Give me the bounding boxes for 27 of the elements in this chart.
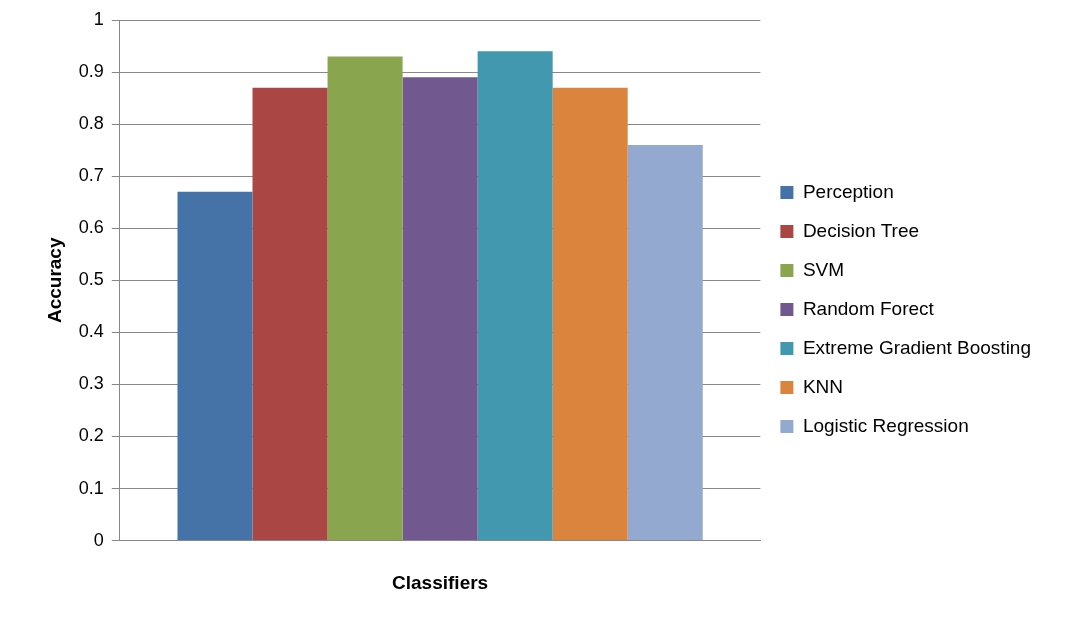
legend-label: Perception [802, 180, 894, 202]
y-tick-label: 0.9 [78, 61, 104, 82]
legend-label: Random Forect [802, 297, 935, 319]
bar [477, 51, 553, 541]
legend-label: SVM [802, 258, 845, 280]
y-tick-label: 0 [93, 529, 104, 550]
bar [177, 191, 253, 541]
bar [627, 144, 703, 541]
y-tick-label: 0.5 [78, 269, 104, 290]
y-axis-title: Accuracy [43, 237, 65, 324]
legend-label: Extreme Gradient Boosting [802, 336, 1032, 358]
bar [552, 87, 628, 541]
x-axis-title: Classifiers [392, 571, 489, 593]
bar [402, 77, 478, 541]
y-tick-label: 0.7 [78, 165, 104, 186]
y-tick-label: 1 [93, 8, 104, 29]
y-tick-label: 0.6 [78, 217, 104, 238]
y-tick-label: 0.3 [78, 373, 104, 394]
y-tick-label: 0.1 [78, 477, 104, 498]
y-tick-label: 0.4 [78, 321, 104, 342]
bar [327, 56, 403, 541]
bar [252, 87, 328, 541]
legend-label: Decision Tree [802, 219, 920, 241]
legend-label: Logistic Regression [802, 414, 969, 436]
y-tick-label: 0.8 [78, 113, 104, 134]
legend-label: KNN [802, 375, 844, 397]
y-tick-label: 0.2 [78, 425, 104, 446]
